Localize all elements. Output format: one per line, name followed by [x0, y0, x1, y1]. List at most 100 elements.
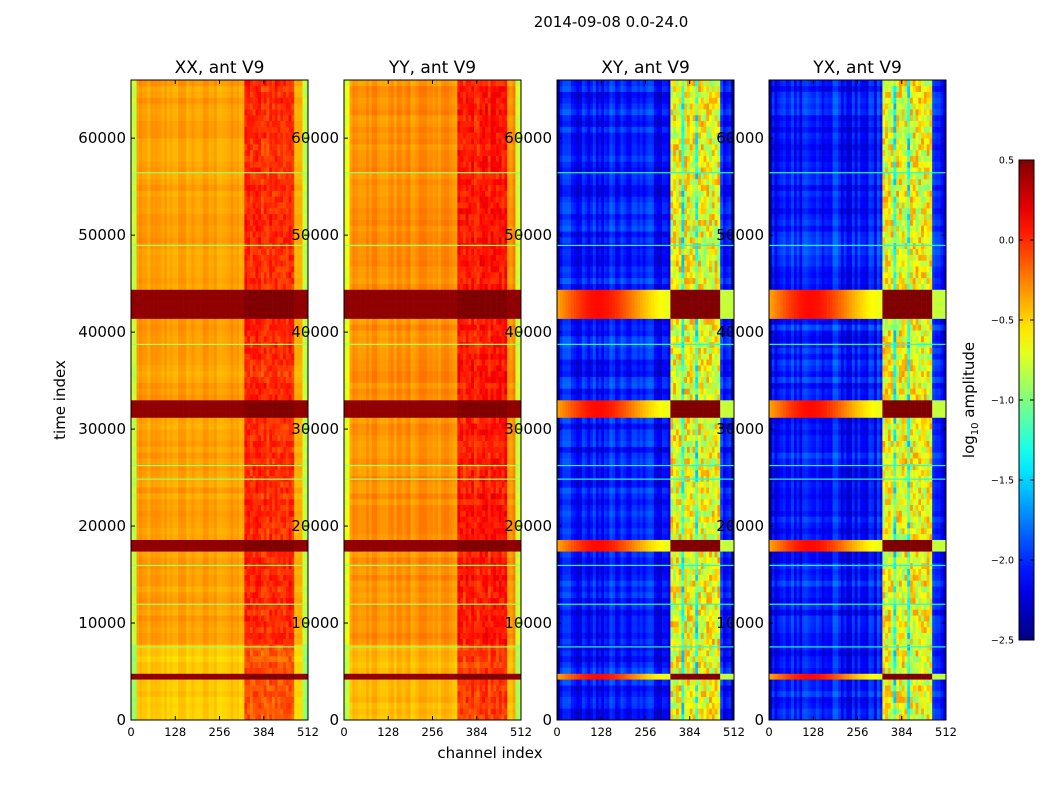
heatmap-cell	[255, 423, 259, 430]
heatmap-cell	[205, 656, 209, 663]
heatmap-cell	[216, 359, 220, 366]
heatmap-cell	[172, 301, 176, 308]
heatmap-cell	[175, 301, 179, 308]
heatmap-cell	[133, 568, 137, 575]
heatmap-cell	[194, 353, 198, 360]
heatmap-cell	[302, 301, 306, 308]
heatmap-cell	[302, 330, 306, 337]
heatmap-cell	[258, 597, 262, 604]
heatmap-cell	[133, 318, 137, 325]
heatmap-cell	[283, 318, 287, 325]
heatmap-cell	[133, 557, 137, 564]
heatmap-cell	[291, 522, 295, 529]
heatmap-cell	[255, 708, 259, 715]
heatmap-cell	[247, 621, 251, 628]
heatmap-cell	[186, 272, 190, 279]
heatmap-cell	[205, 487, 209, 494]
heatmap-cell	[169, 336, 173, 343]
heatmap-cell	[305, 464, 308, 471]
heatmap-cell	[255, 690, 259, 698]
heatmap-cell	[302, 615, 306, 622]
heatmap-cell	[285, 638, 289, 645]
heatmap-cell	[136, 661, 140, 668]
heatmap-cell	[263, 708, 267, 715]
heatmap-cell	[144, 574, 148, 581]
heatmap-cell	[142, 673, 146, 680]
heatmap-cell	[283, 615, 287, 622]
heatmap-cell	[225, 516, 229, 523]
heatmap-cell	[299, 603, 303, 610]
heatmap-cell	[277, 365, 281, 372]
heatmap-cell	[186, 440, 190, 447]
heatmap-cell	[305, 423, 308, 430]
heatmap-cell	[277, 667, 281, 674]
heatmap-cell	[178, 533, 182, 540]
heatmap-cell	[175, 277, 179, 284]
heatmap-cell	[283, 481, 287, 488]
heatmap-cell	[241, 301, 245, 308]
heatmap-cell	[175, 452, 179, 459]
heatmap-cell	[197, 714, 201, 720]
heatmap-cell	[144, 318, 148, 325]
heatmap-cell	[263, 434, 267, 442]
heatmap-cell	[277, 557, 281, 564]
heatmap-cell	[255, 400, 259, 407]
heatmap-cell	[183, 324, 187, 331]
heatmap-cell	[147, 405, 151, 412]
heatmap-cell	[296, 586, 301, 593]
heatmap-cell	[225, 696, 229, 703]
heatmap-cell	[172, 656, 176, 663]
heatmap-cell	[131, 440, 135, 447]
heatmap-cell	[194, 626, 198, 634]
heatmap-cell	[258, 388, 262, 395]
heatmap-cell	[291, 498, 295, 506]
heatmap-cell	[133, 458, 137, 465]
heatmap-cell	[238, 417, 242, 424]
heatmap-cell	[247, 306, 251, 314]
heatmap-cell	[294, 580, 298, 587]
heatmap-cell	[172, 574, 176, 581]
heatmap-cell	[233, 266, 237, 273]
heatmap-cell	[260, 336, 265, 343]
heatmap-cell	[211, 353, 215, 360]
heatmap-cell	[139, 411, 143, 418]
heatmap-cell	[222, 533, 226, 540]
heatmap-cell	[299, 289, 303, 296]
heatmap-cell	[285, 487, 289, 494]
heatmap-cell	[164, 690, 168, 698]
heatmap-cell	[294, 289, 298, 296]
heatmap-cell	[211, 574, 215, 581]
heatmap-cell	[241, 702, 245, 709]
heatmap-cell	[241, 661, 245, 668]
heatmap-cell	[166, 376, 171, 383]
heatmap-cell	[183, 551, 187, 558]
heatmap-cell	[247, 347, 251, 354]
heatmap-cell	[205, 498, 209, 506]
heatmap-cell	[208, 714, 212, 720]
heatmap-cell	[169, 359, 173, 366]
heatmap-cell	[131, 481, 135, 488]
heatmap-cell	[147, 615, 151, 622]
heatmap-cell	[211, 650, 215, 657]
heatmap-cell	[139, 289, 143, 296]
heatmap-cell	[272, 469, 276, 476]
heatmap-cell	[189, 557, 193, 564]
heatmap-cell	[305, 632, 308, 639]
heatmap-cell	[283, 516, 287, 523]
heatmap-cell	[208, 417, 212, 424]
heatmap-cell	[274, 493, 278, 500]
heatmap-cell	[183, 609, 187, 616]
heatmap-cell	[180, 504, 184, 511]
heatmap-cell	[280, 411, 284, 418]
heatmap-cell	[241, 545, 245, 552]
heatmap-cell	[153, 295, 157, 302]
heatmap-cell	[144, 417, 148, 424]
heatmap-cell	[222, 539, 226, 546]
heatmap-cell	[291, 324, 295, 331]
heatmap-cell	[158, 359, 162, 366]
heatmap-cell	[302, 539, 306, 546]
heatmap-cell	[285, 580, 289, 587]
heatmap-cell	[144, 277, 148, 284]
heatmap-cell	[227, 586, 231, 593]
heatmap-cell	[194, 696, 198, 703]
